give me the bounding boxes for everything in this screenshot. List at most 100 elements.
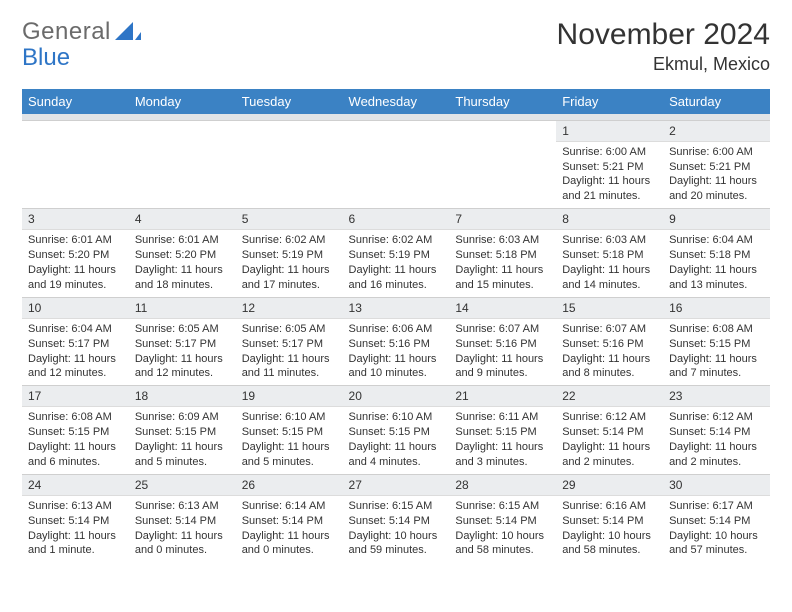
calendar-day-cell: 1Sunrise: 6:00 AMSunset: 5:21 PMDaylight…	[556, 120, 663, 209]
day-details: Sunrise: 6:13 AMSunset: 5:14 PMDaylight:…	[22, 496, 129, 562]
day-details: Sunrise: 6:15 AMSunset: 5:14 PMDaylight:…	[343, 496, 450, 562]
day-number: 15	[556, 298, 663, 319]
sunset-text: Sunset: 5:15 PM	[135, 425, 230, 440]
day-details: Sunrise: 6:10 AMSunset: 5:15 PMDaylight:…	[236, 407, 343, 473]
day-details: Sunrise: 6:00 AMSunset: 5:21 PMDaylight:…	[556, 142, 663, 208]
daylight-text: Daylight: 10 hours and 58 minutes.	[562, 529, 657, 559]
sunrise-text: Sunrise: 6:04 AM	[669, 233, 764, 248]
calendar-day-cell: 2Sunrise: 6:00 AMSunset: 5:21 PMDaylight…	[663, 120, 770, 209]
sunset-text: Sunset: 5:14 PM	[562, 425, 657, 440]
sunrise-text: Sunrise: 6:13 AM	[28, 499, 123, 514]
day-details: Sunrise: 6:12 AMSunset: 5:14 PMDaylight:…	[556, 407, 663, 473]
sunset-text: Sunset: 5:14 PM	[669, 514, 764, 529]
day-details: Sunrise: 6:00 AMSunset: 5:21 PMDaylight:…	[663, 142, 770, 208]
header: General November 2024 Ekmul, Mexico	[22, 18, 770, 75]
day-number: 11	[129, 298, 236, 319]
day-number: 21	[449, 386, 556, 407]
sunset-text: Sunset: 5:21 PM	[669, 160, 764, 175]
sunset-text: Sunset: 5:19 PM	[242, 248, 337, 263]
calendar-day-cell: 17Sunrise: 6:08 AMSunset: 5:15 PMDayligh…	[22, 386, 129, 475]
sunset-text: Sunset: 5:14 PM	[455, 514, 550, 529]
calendar-day-cell	[449, 120, 556, 209]
day-details: Sunrise: 6:04 AMSunset: 5:17 PMDaylight:…	[22, 319, 129, 385]
sunset-text: Sunset: 5:14 PM	[562, 514, 657, 529]
day-details: Sunrise: 6:02 AMSunset: 5:19 PMDaylight:…	[236, 230, 343, 296]
calendar-day-cell: 13Sunrise: 6:06 AMSunset: 5:16 PMDayligh…	[343, 297, 450, 386]
sunset-text: Sunset: 5:16 PM	[349, 337, 444, 352]
day-details: Sunrise: 6:16 AMSunset: 5:14 PMDaylight:…	[556, 496, 663, 562]
daylight-text: Daylight: 10 hours and 58 minutes.	[455, 529, 550, 559]
calendar-day-cell	[236, 120, 343, 209]
daylight-text: Daylight: 11 hours and 12 minutes.	[135, 352, 230, 382]
daylight-text: Daylight: 11 hours and 2 minutes.	[669, 440, 764, 470]
sunset-text: Sunset: 5:19 PM	[349, 248, 444, 263]
calendar-day-cell	[22, 120, 129, 209]
sunrise-text: Sunrise: 6:10 AM	[242, 410, 337, 425]
sunrise-text: Sunrise: 6:08 AM	[28, 410, 123, 425]
sunset-text: Sunset: 5:15 PM	[349, 425, 444, 440]
sunrise-text: Sunrise: 6:03 AM	[562, 233, 657, 248]
calendar-day-cell: 23Sunrise: 6:12 AMSunset: 5:14 PMDayligh…	[663, 386, 770, 475]
logo-text-blue: Blue	[22, 44, 70, 72]
sunrise-text: Sunrise: 6:05 AM	[135, 322, 230, 337]
sunset-text: Sunset: 5:17 PM	[242, 337, 337, 352]
day-details: Sunrise: 6:03 AMSunset: 5:18 PMDaylight:…	[449, 230, 556, 296]
weekday-saturday: Saturday	[663, 89, 770, 114]
month-title: November 2024	[557, 18, 770, 52]
daylight-text: Daylight: 11 hours and 21 minutes.	[562, 174, 657, 204]
daylight-text: Daylight: 11 hours and 18 minutes.	[135, 263, 230, 293]
daylight-text: Daylight: 11 hours and 15 minutes.	[455, 263, 550, 293]
sunrise-text: Sunrise: 6:15 AM	[455, 499, 550, 514]
weekday-wednesday: Wednesday	[343, 89, 450, 114]
daylight-text: Daylight: 11 hours and 8 minutes.	[562, 352, 657, 382]
day-number: 23	[663, 386, 770, 407]
sunset-text: Sunset: 5:17 PM	[28, 337, 123, 352]
calendar-day-cell: 8Sunrise: 6:03 AMSunset: 5:18 PMDaylight…	[556, 209, 663, 298]
sunrise-text: Sunrise: 6:01 AM	[135, 233, 230, 248]
sunrise-text: Sunrise: 6:00 AM	[669, 145, 764, 160]
daylight-text: Daylight: 11 hours and 6 minutes.	[28, 440, 123, 470]
sunrise-text: Sunrise: 6:14 AM	[242, 499, 337, 514]
calendar-day-cell: 14Sunrise: 6:07 AMSunset: 5:16 PMDayligh…	[449, 297, 556, 386]
title-block: November 2024 Ekmul, Mexico	[557, 18, 770, 75]
sunset-text: Sunset: 5:15 PM	[242, 425, 337, 440]
calendar-week-row: 3Sunrise: 6:01 AMSunset: 5:20 PMDaylight…	[22, 209, 770, 298]
sunset-text: Sunset: 5:14 PM	[28, 514, 123, 529]
calendar-day-cell: 16Sunrise: 6:08 AMSunset: 5:15 PMDayligh…	[663, 297, 770, 386]
sunrise-text: Sunrise: 6:17 AM	[669, 499, 764, 514]
day-details: Sunrise: 6:07 AMSunset: 5:16 PMDaylight:…	[556, 319, 663, 385]
daylight-text: Daylight: 11 hours and 12 minutes.	[28, 352, 123, 382]
day-details: Sunrise: 6:17 AMSunset: 5:14 PMDaylight:…	[663, 496, 770, 562]
weekday-header-row: Sunday Monday Tuesday Wednesday Thursday…	[22, 89, 770, 114]
calendar-day-cell	[343, 120, 450, 209]
sunrise-text: Sunrise: 6:05 AM	[242, 322, 337, 337]
sunset-text: Sunset: 5:16 PM	[455, 337, 550, 352]
day-number: 28	[449, 475, 556, 496]
day-number: 5	[236, 209, 343, 230]
day-number: 7	[449, 209, 556, 230]
daylight-text: Daylight: 11 hours and 5 minutes.	[242, 440, 337, 470]
calendar-table: Sunday Monday Tuesday Wednesday Thursday…	[22, 89, 770, 562]
daylight-text: Daylight: 11 hours and 14 minutes.	[562, 263, 657, 293]
calendar-week-row: 10Sunrise: 6:04 AMSunset: 5:17 PMDayligh…	[22, 297, 770, 386]
sunrise-text: Sunrise: 6:07 AM	[562, 322, 657, 337]
sunrise-text: Sunrise: 6:04 AM	[28, 322, 123, 337]
calendar-day-cell: 29Sunrise: 6:16 AMSunset: 5:14 PMDayligh…	[556, 474, 663, 562]
calendar-day-cell: 18Sunrise: 6:09 AMSunset: 5:15 PMDayligh…	[129, 386, 236, 475]
sunset-text: Sunset: 5:16 PM	[562, 337, 657, 352]
calendar-day-cell: 26Sunrise: 6:14 AMSunset: 5:14 PMDayligh…	[236, 474, 343, 562]
sunset-text: Sunset: 5:21 PM	[562, 160, 657, 175]
sunrise-text: Sunrise: 6:13 AM	[135, 499, 230, 514]
daylight-text: Daylight: 11 hours and 11 minutes.	[242, 352, 337, 382]
day-number: 29	[556, 475, 663, 496]
day-details: Sunrise: 6:15 AMSunset: 5:14 PMDaylight:…	[449, 496, 556, 562]
calendar-day-cell: 28Sunrise: 6:15 AMSunset: 5:14 PMDayligh…	[449, 474, 556, 562]
daylight-text: Daylight: 10 hours and 59 minutes.	[349, 529, 444, 559]
location-label: Ekmul, Mexico	[557, 54, 770, 75]
sunset-text: Sunset: 5:14 PM	[669, 425, 764, 440]
day-number: 24	[22, 475, 129, 496]
daylight-text: Daylight: 11 hours and 3 minutes.	[455, 440, 550, 470]
calendar-day-cell: 21Sunrise: 6:11 AMSunset: 5:15 PMDayligh…	[449, 386, 556, 475]
calendar-day-cell: 15Sunrise: 6:07 AMSunset: 5:16 PMDayligh…	[556, 297, 663, 386]
day-details: Sunrise: 6:01 AMSunset: 5:20 PMDaylight:…	[129, 230, 236, 296]
